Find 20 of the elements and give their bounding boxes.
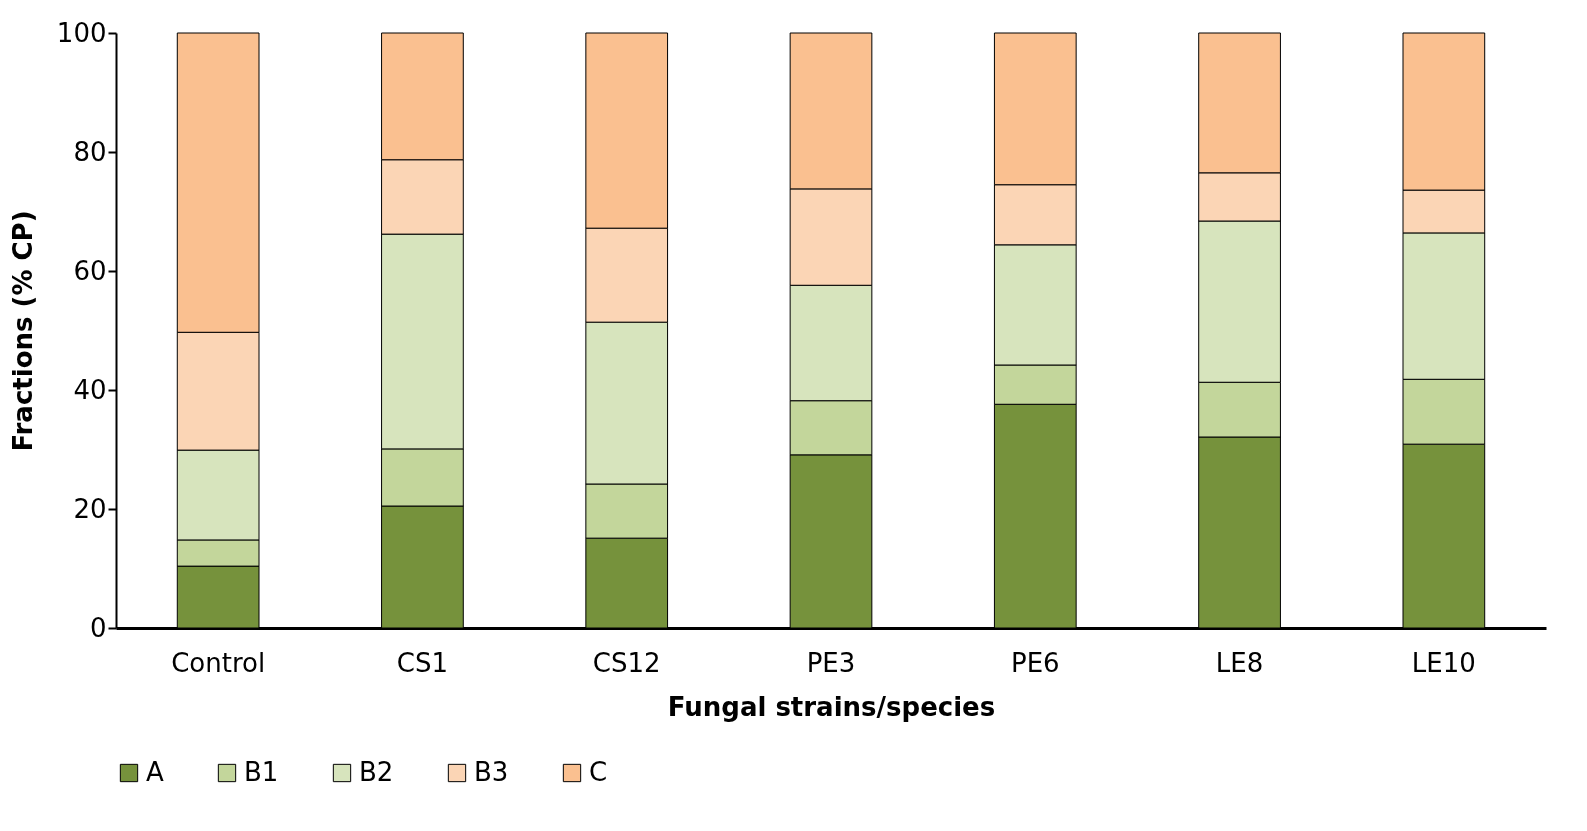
x-tick-label: Control (171, 647, 266, 678)
y-tick-label: 100 (56, 17, 107, 48)
x-tick-label: PE6 (1010, 647, 1060, 678)
x-tick-label: CS12 (592, 647, 661, 678)
y-tick-label: 60 (73, 255, 107, 286)
x-axis-title: Fungal strains/species (667, 691, 996, 722)
x-tick-label: CS1 (396, 647, 449, 678)
legend-label: A (146, 757, 164, 787)
legend-label: B3 (474, 757, 509, 787)
x-tick-label: PE3 (806, 647, 856, 678)
x-tick-label: LE8 (1215, 647, 1264, 678)
x-tick-label: LE10 (1411, 647, 1476, 678)
y-tick-label: 20 (73, 493, 107, 524)
y-tick-label: 0 (89, 612, 107, 643)
y-tick-label: 80 (73, 136, 107, 167)
legend-label: C (589, 757, 608, 787)
legend-label: B1 (244, 757, 279, 787)
legend-label: B2 (359, 757, 394, 787)
y-axis-title: Fractions (% CP) (7, 210, 38, 452)
y-tick-label: 40 (73, 374, 107, 405)
